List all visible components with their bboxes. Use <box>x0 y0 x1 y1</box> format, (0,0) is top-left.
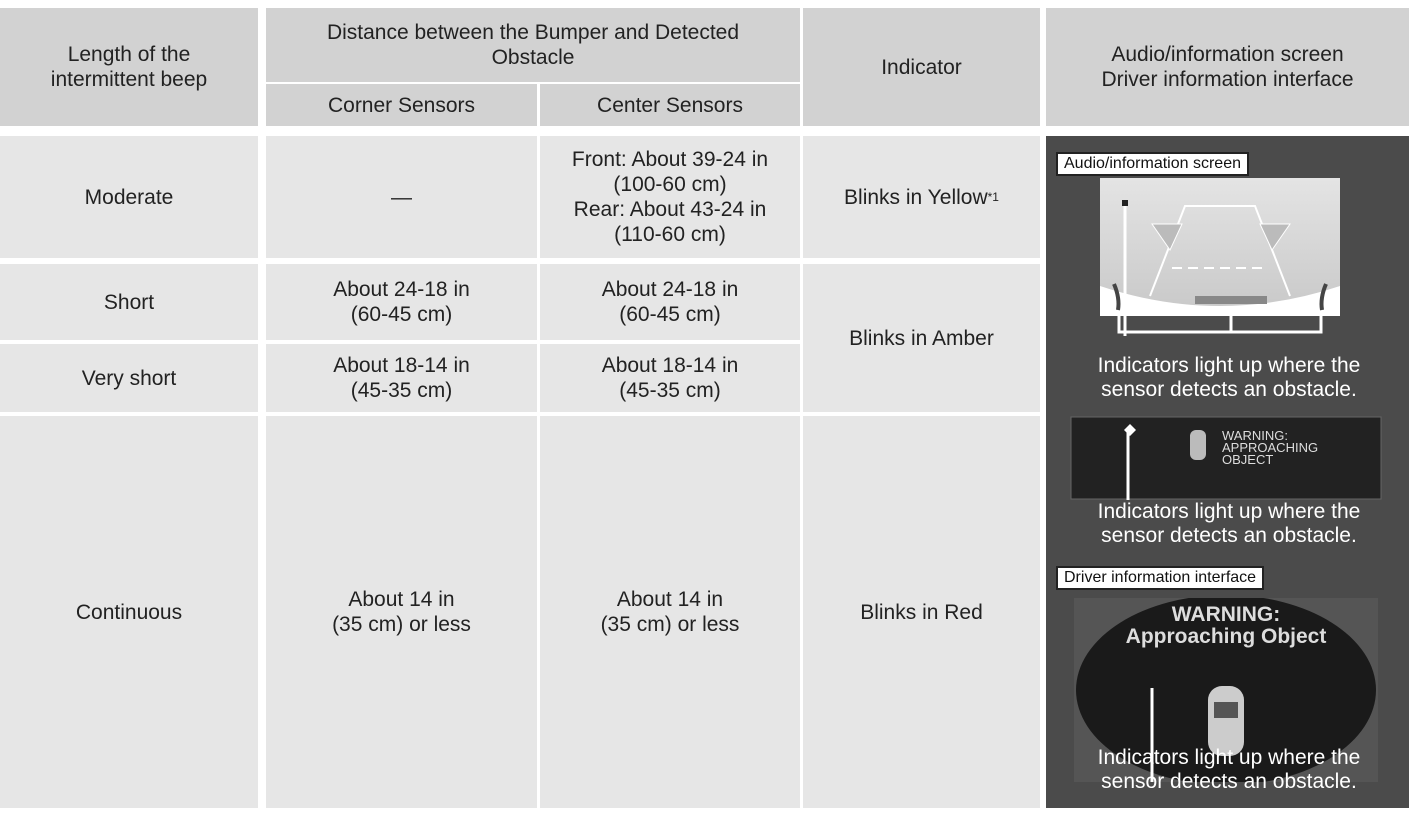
text-line: About 18-14 in <box>601 354 739 377</box>
camera-view <box>1100 178 1340 336</box>
text-line: Length of the <box>67 43 191 66</box>
text-line: sensor detects an obstacle. <box>1101 770 1357 793</box>
cell: Moderate <box>0 136 258 258</box>
cell: About 18-14 in (45-35 cm) <box>540 344 800 412</box>
cell: Short <box>0 264 258 340</box>
footnote: *1 <box>987 189 999 204</box>
header-cell: Indicator <box>803 8 1040 126</box>
text-line: APPROACHING <box>1222 440 1319 455</box>
cell: About 14 in (35 cm) or less <box>540 416 800 808</box>
warning-text: WARNING: APPROACHING OBJECT <box>1222 428 1319 467</box>
cell: Blinks in Red <box>803 416 1040 808</box>
header-cell: Center Sensors <box>540 84 800 126</box>
text-line: About 24-18 in <box>601 278 739 301</box>
cell: About 18-14 in (45-35 cm) <box>266 344 537 412</box>
text-line: Indicators light up where the <box>1097 500 1361 523</box>
cell: About 24-18 in (60-45 cm) <box>266 264 537 340</box>
text-line: (35 cm) or less <box>332 613 471 636</box>
caption: Indicators light up where the sensor dete… <box>1064 354 1394 402</box>
panel-label: Audio/information screen <box>1056 152 1249 176</box>
text-line: (100-60 cm) <box>613 173 727 196</box>
caption: Indicators light up where the sensor dete… <box>1064 500 1394 548</box>
header-cell: Length of the intermittent beep <box>0 8 258 126</box>
warning-display <box>1070 416 1382 500</box>
text: Blinks in Yellow <box>844 185 988 209</box>
cell: Continuous <box>0 416 258 808</box>
cell: Front: About 39-24 in (100-60 cm) Rear: Ab… <box>540 136 800 258</box>
header-cell: Audio/information screen Driver informati… <box>1046 8 1409 126</box>
text-line: About 24-18 in <box>333 278 470 301</box>
header-cell: Distance between the Bumper and Detected… <box>266 8 800 82</box>
text-line: About 14 in <box>616 588 724 611</box>
text-line: (45-35 cm) <box>350 379 453 402</box>
text-line: (45-35 cm) <box>619 379 721 402</box>
text-line: Approaching Object <box>1125 625 1327 648</box>
text-line: WARNING: <box>1222 428 1288 443</box>
text-line: About 18-14 in <box>333 354 470 377</box>
cell: — <box>266 136 537 258</box>
text-line: sensor detects an obstacle. <box>1101 378 1357 401</box>
text-line: sensor detects an obstacle. <box>1101 524 1357 547</box>
text-line: intermittent beep <box>50 68 208 91</box>
cell: About 24-18 in (60-45 cm) <box>540 264 800 340</box>
warning-text: WARNING: Approaching Object <box>1074 604 1378 648</box>
cell: Blinks in Yellow *1 <box>803 136 1040 258</box>
text-line: About 14 in <box>348 588 455 611</box>
driver-display <box>1074 598 1378 782</box>
panel-label: Driver information interface <box>1056 566 1265 590</box>
cell: Very short <box>0 344 258 412</box>
text-line: Rear: About 43-24 in <box>573 198 767 221</box>
text-line: (60-45 cm) <box>350 303 453 326</box>
header-cell: Corner Sensors <box>266 84 537 126</box>
text-line: (110-60 cm) <box>614 223 726 246</box>
text-line: (60-45 cm) <box>619 303 721 326</box>
text-line: Distance between the Bumper and Detected <box>326 21 740 44</box>
cell: Blinks in Amber <box>803 264 1040 412</box>
text-line: OBJECT <box>1222 452 1274 467</box>
text-line: (35 cm) or less <box>600 613 740 636</box>
text-line: Audio/information screen <box>1111 43 1344 66</box>
text-line: Indicators light up where the <box>1097 354 1361 377</box>
text-line: Indicators light up where the <box>1097 746 1361 769</box>
caption: Indicators light up where the sensor dete… <box>1064 746 1394 794</box>
text-line: WARNING: <box>1171 603 1281 626</box>
text-line: Front: About 39-24 in <box>571 148 769 171</box>
text-line: Driver information interface <box>1101 68 1354 91</box>
cell: About 14 in (35 cm) or less <box>266 416 537 808</box>
text-line: Obstacle <box>491 46 575 69</box>
